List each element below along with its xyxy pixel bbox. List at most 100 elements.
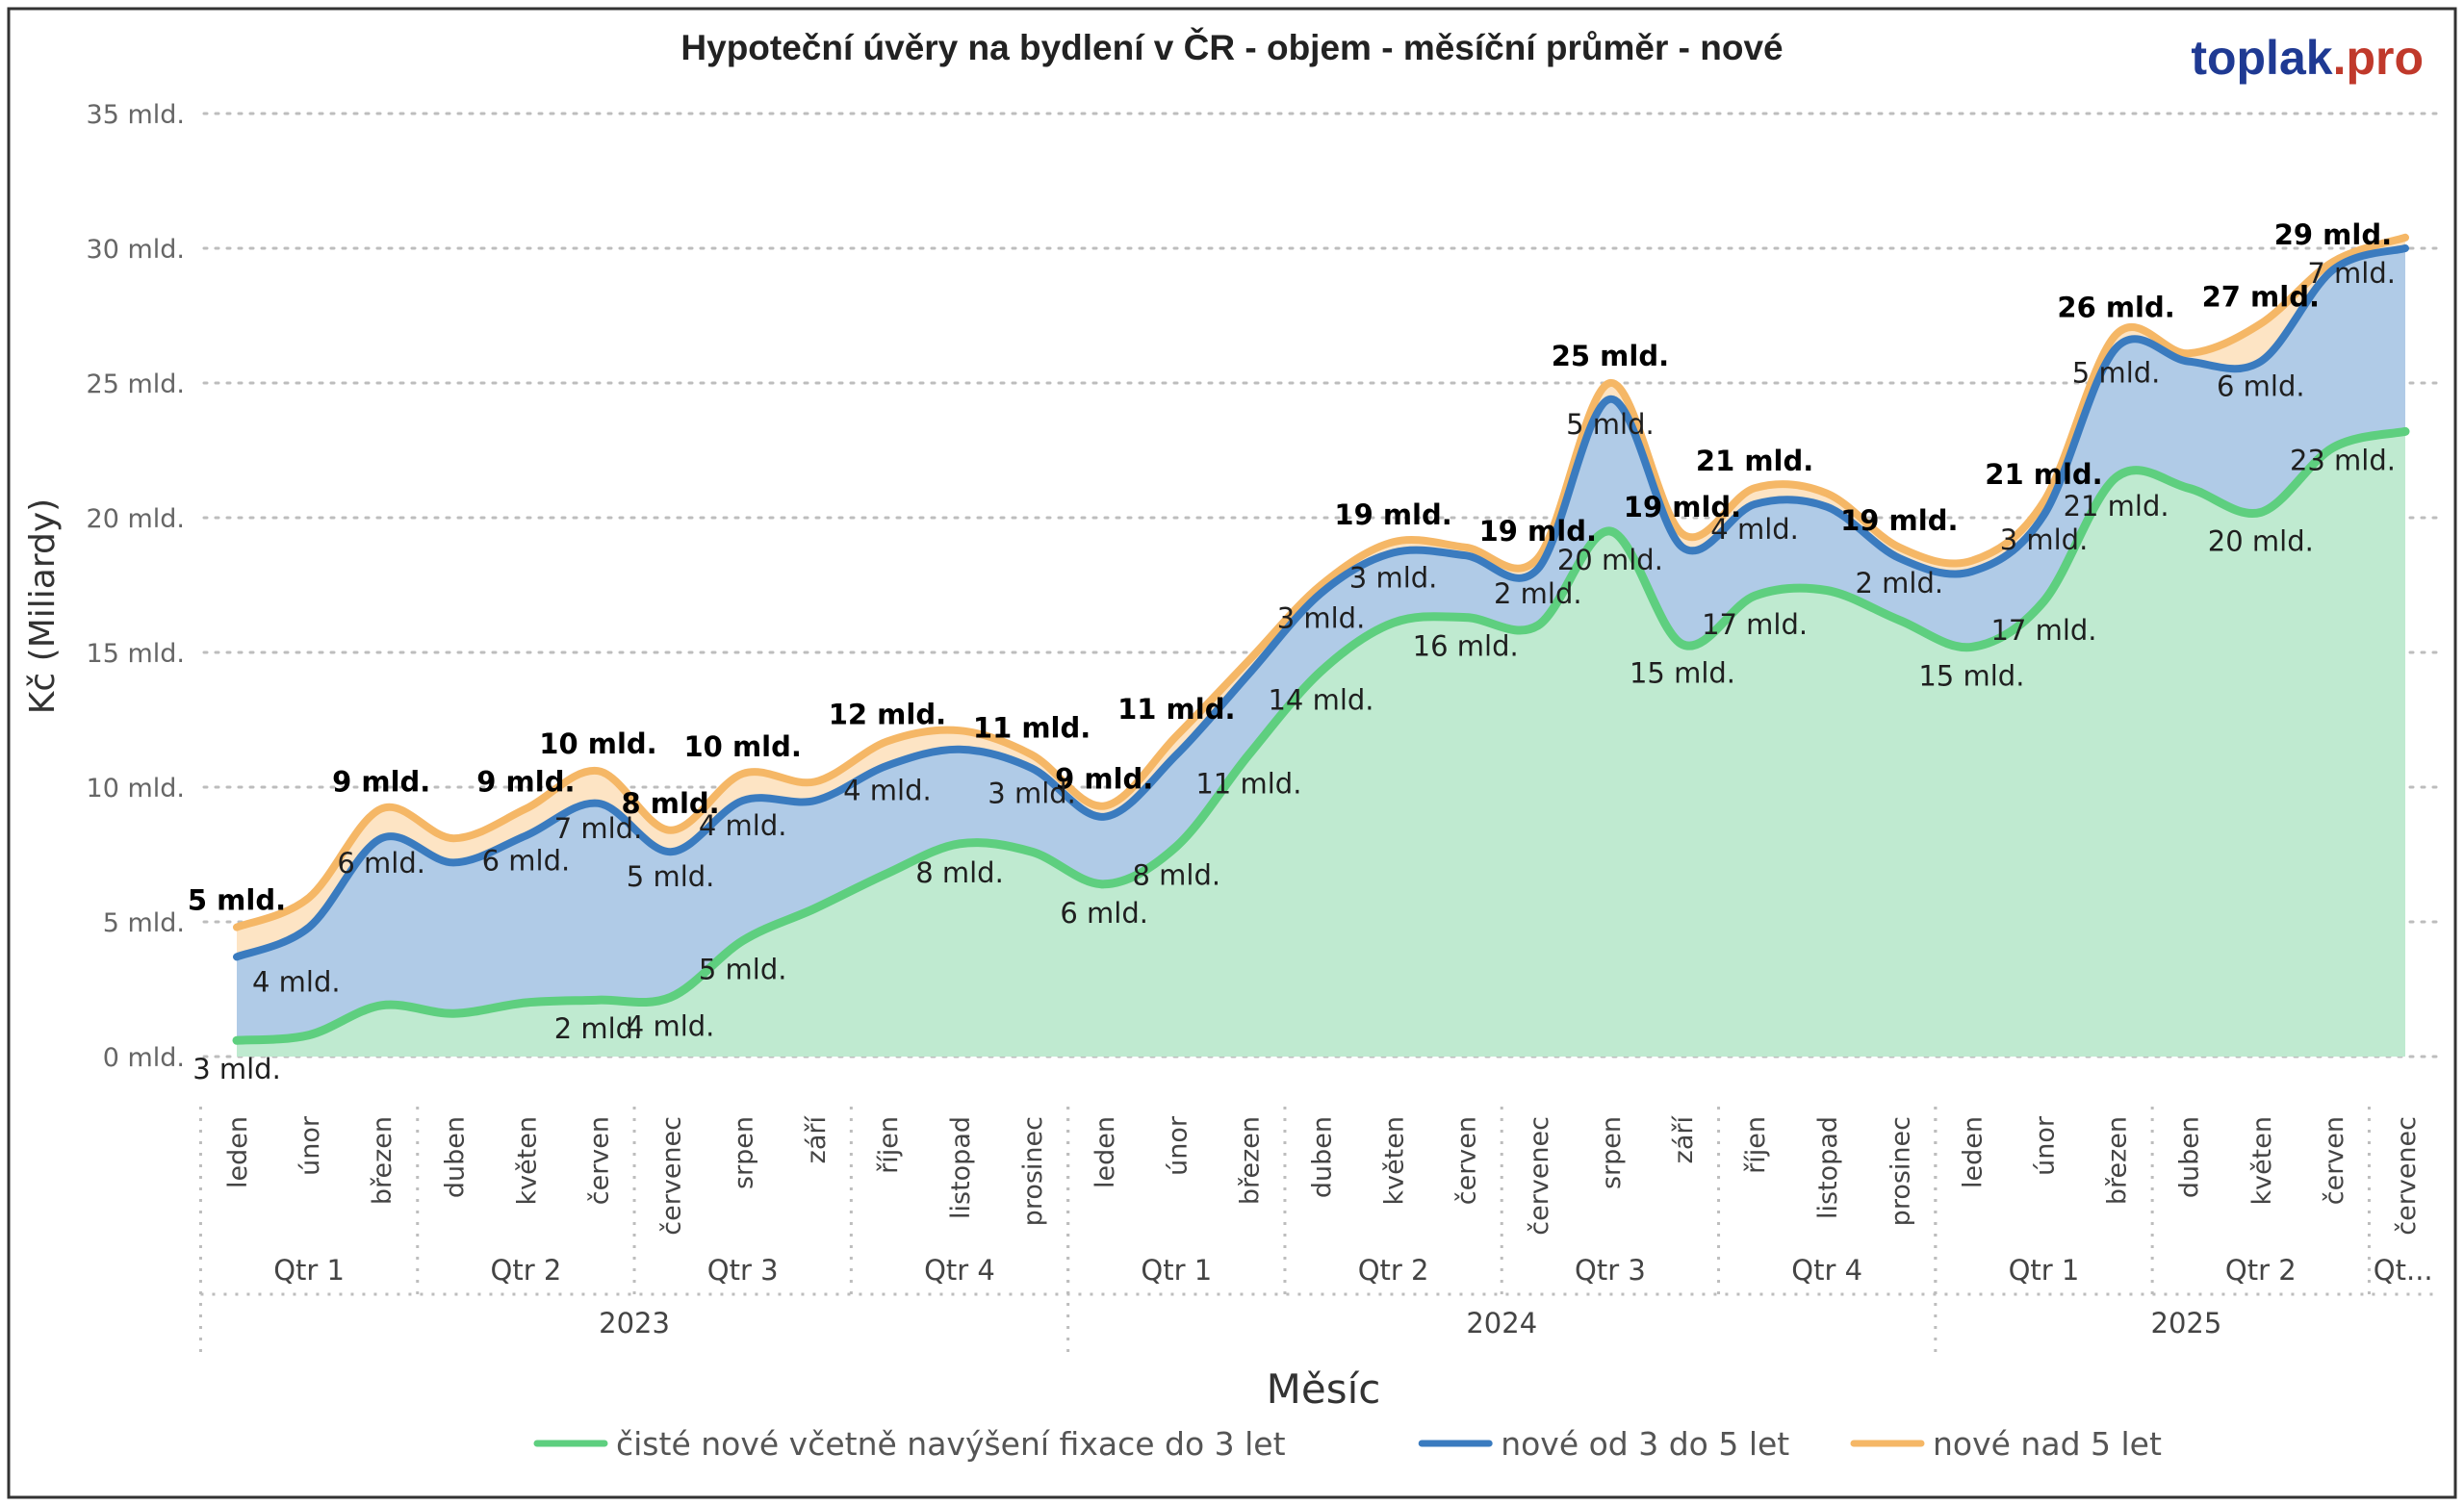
series-2-data-label: 3 mld.: [1277, 601, 1366, 634]
total-data-label: 10 mld.: [684, 730, 802, 763]
quarter-label: Qt...: [2374, 1254, 2433, 1287]
series-1-data-label: 21 mld.: [2064, 490, 2169, 523]
total-data-label: 21 mld.: [1985, 458, 2102, 491]
total-data-label: 27 mld.: [2202, 280, 2320, 313]
series-2-data-label: 4 mld.: [843, 775, 932, 807]
legend-entry: nové nad 5 let: [1933, 1425, 2162, 1463]
month-label: prosinec: [1018, 1116, 1048, 1226]
series-line-2: [233, 244, 2409, 961]
month-label: leden: [1958, 1116, 1988, 1188]
total-data-label: 5 mld.: [188, 884, 286, 917]
total-data-label: 19 mld.: [1840, 504, 1958, 537]
y-tick-label: 25 mld.: [87, 370, 185, 399]
brand-logo: toplak.pro: [2191, 31, 2424, 85]
series-line-1: [232, 426, 2410, 1045]
series-2-data-label: 5 mld.: [627, 860, 715, 893]
month-label: prosinec: [1886, 1116, 1915, 1226]
month-label: červen: [585, 1116, 615, 1205]
total-data-label: 11 mld.: [1117, 693, 1235, 726]
series-1-data-label: 11 mld.: [1195, 767, 1301, 800]
month-label: září: [1669, 1115, 1699, 1164]
month-label: březen: [1235, 1116, 1265, 1205]
series-1-data-label: 17 mld.: [1990, 614, 2096, 647]
total-data-label: 19 mld.: [1334, 498, 1451, 531]
series-2-data-label: 6 mld.: [482, 844, 571, 877]
month-label: leden: [223, 1116, 253, 1188]
x-axis-title: Měsíc: [1267, 1365, 1381, 1413]
year-label: 2024: [1466, 1307, 1537, 1339]
total-data-label: 10 mld.: [539, 727, 656, 760]
series-2-data-label: 3 mld.: [1349, 561, 1438, 594]
y-tick-label: 10 mld.: [87, 774, 185, 804]
month-label: duben: [2175, 1116, 2205, 1198]
chart-frame: [7, 7, 2457, 1499]
series-2-data-label: 5 mld.: [2072, 357, 2161, 390]
series-line-3: [233, 233, 2409, 931]
series-1-data-label: 4 mld.: [627, 1009, 715, 1042]
data-label-layer: 5 mld. 9 mld. 9 mld. 10 mld. 8 mld. 10 mld. 12…: [188, 218, 2396, 1085]
series-2-data-label: 6 mld.: [2217, 370, 2305, 403]
quarter-label: Qtr 2: [1358, 1254, 1429, 1287]
total-data-label: 11 mld.: [973, 711, 1091, 744]
month-label: únor: [2031, 1115, 2061, 1176]
y-tick-label: 30 mld.: [87, 235, 185, 265]
quarter-label: Qtr 1: [1141, 1254, 1212, 1287]
series-2-data-label: 6 mld.: [337, 847, 425, 880]
y-axis-title: Kč (Miliardy): [23, 498, 63, 714]
series-1-data-label: 20 mld.: [1557, 544, 1663, 576]
month-label: září: [802, 1115, 832, 1164]
series-2-data-label: 3 mld.: [988, 777, 1076, 809]
series-1-data-label: 17 mld.: [1702, 608, 1808, 641]
series-1-data-label: 8 mld.: [915, 856, 1004, 889]
y-tick-label: 5 mld.: [103, 908, 185, 938]
total-data-label: 25 mld.: [1552, 340, 1669, 372]
total-data-label: 12 mld.: [829, 698, 946, 730]
quarter-label: Qtr 2: [491, 1254, 562, 1287]
series-2-data-label: 7 mld.: [2307, 257, 2396, 290]
series-2-data-label: 7 mld.: [554, 812, 643, 845]
line-layer: [232, 233, 2410, 1045]
series-1-data-label: 8 mld.: [1132, 859, 1220, 892]
series-2-data-label: 4 mld.: [699, 809, 787, 842]
month-label: únor: [1163, 1115, 1193, 1176]
legend-entry: nové od 3 do 5 let: [1501, 1425, 1789, 1463]
series-1-data-label: 3 mld.: [192, 1053, 281, 1085]
area-series-1: [237, 431, 2405, 1057]
quarter-label: Qtr 2: [2225, 1254, 2297, 1287]
month-label: červen: [1452, 1116, 1482, 1205]
series-1-data-label: 2 mld.: [554, 1012, 643, 1045]
series-1-data-label: 5 mld.: [699, 954, 787, 986]
quarter-label: Qtr 4: [924, 1254, 995, 1287]
total-data-label: 9 mld.: [1055, 763, 1153, 796]
brand-logo-part1: toplak: [2191, 31, 2332, 85]
area-series-2: [237, 248, 2405, 1041]
total-data-label: 21 mld.: [1696, 445, 1813, 477]
series-1-data-label: 15 mld.: [1630, 657, 1735, 690]
quarter-label: Qtr 1: [2009, 1254, 2080, 1287]
month-label: leden: [1091, 1116, 1120, 1188]
month-label: duben: [440, 1116, 470, 1198]
series-2-data-label: 4 mld.: [1710, 513, 1799, 546]
chart-title: Hypoteční úvěry na bydlení v ČR - objem …: [680, 27, 1783, 67]
series-2-data-label: 4 mld.: [252, 965, 341, 998]
series-2-data-label: 2 mld.: [1855, 567, 1943, 599]
total-data-label: 9 mld.: [332, 765, 430, 798]
y-tick-label: 20 mld.: [87, 504, 185, 534]
total-data-label: 19 mld.: [1479, 515, 1597, 548]
series-1-data-label: 14 mld.: [1268, 684, 1373, 717]
series-1-data-label: 6 mld.: [1060, 897, 1148, 930]
month-label: říjen: [874, 1116, 904, 1174]
month-label: říjen: [1741, 1116, 1771, 1174]
quarter-label: Qtr 1: [273, 1254, 345, 1287]
month-label: květen: [2247, 1116, 2277, 1206]
month-label: duben: [1308, 1116, 1338, 1198]
month-label: červen: [2320, 1116, 2349, 1205]
total-data-label: 8 mld.: [621, 787, 719, 820]
month-label: srpen: [1597, 1116, 1627, 1189]
series-2-data-label: 2 mld.: [1494, 577, 1582, 610]
series-2-data-label: 3 mld.: [2000, 523, 2089, 556]
year-label: 2023: [599, 1307, 670, 1339]
legend-entry: čisté nové včetně navýšení fixace do 3 l…: [616, 1425, 1286, 1463]
quarter-label: Qtr 4: [1791, 1254, 1862, 1287]
